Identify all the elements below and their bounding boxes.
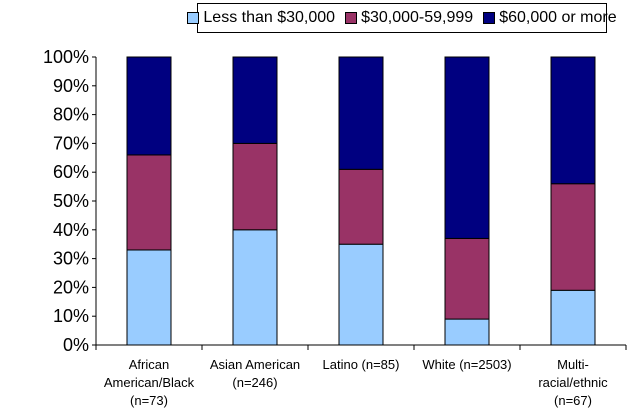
chart-axes: 0% 10% 20% 30% 40% 50% 60% 70% 80% 90% 100% xyxy=(43,47,627,355)
x-tick-label: racial/ethnic xyxy=(538,375,608,390)
x-tick-label: American/Black xyxy=(104,375,195,390)
legend-label-low-income: Less than $30,000 xyxy=(203,9,336,26)
chart-bars xyxy=(126,56,596,346)
legend-swatch-mid-income xyxy=(345,12,358,24)
bar-segment-2 xyxy=(126,154,172,251)
y-tick-label: 70% xyxy=(53,133,89,153)
bar-segment-3 xyxy=(550,56,596,185)
y-tick-label: 0% xyxy=(63,335,89,355)
bar-segment-1 xyxy=(444,318,490,346)
y-tick-label: 30% xyxy=(53,249,89,269)
bar-segment-1 xyxy=(338,243,384,346)
y-tick-label: 100% xyxy=(43,47,89,67)
x-tick-label: (n=246) xyxy=(232,375,277,390)
x-tick-label: (n=73) xyxy=(130,393,168,408)
y-tick-label: 20% xyxy=(53,277,89,297)
y-tick-label: 50% xyxy=(53,191,89,211)
bar-segment-3 xyxy=(126,56,172,156)
y-tick-label: 90% xyxy=(53,76,89,96)
x-axis-labels: African American/Black (n=73) Asian America… xyxy=(104,357,608,408)
legend-label-mid-income: $30,000-59,999 xyxy=(361,9,474,26)
bar-segment-3 xyxy=(232,56,278,144)
y-tick-label: 10% xyxy=(53,306,89,326)
x-tick-label: African xyxy=(129,357,169,372)
bar-segment-2 xyxy=(232,142,278,231)
legend-swatch-low-income xyxy=(187,12,200,24)
bar-segment-2 xyxy=(444,237,490,320)
legend-item-low-income: Less than $30,000 xyxy=(187,9,335,27)
legend-swatch-high-income xyxy=(483,12,496,24)
x-tick-label: White (n=2503) xyxy=(422,357,511,372)
x-tick-label: Asian American xyxy=(210,357,300,372)
chart-legend: Less than $30,000 $30,000-59,999 $60,000… xyxy=(187,3,617,33)
x-tick-label: Latino (n=85) xyxy=(323,357,400,372)
x-tick-label: (n=67) xyxy=(554,393,592,408)
bar-segment-3 xyxy=(444,56,490,239)
y-tick-label: 60% xyxy=(53,162,89,182)
x-tick-label: Multi- xyxy=(557,357,589,372)
legend-item-mid-income: $30,000-59,999 xyxy=(345,9,473,27)
bar-segment-2 xyxy=(338,168,384,245)
bar-segment-3 xyxy=(338,56,384,170)
bar-segment-1 xyxy=(550,289,596,346)
legend-label-high-income: $60,000 or more xyxy=(499,9,617,26)
bar-segment-1 xyxy=(126,249,172,346)
y-tick-label: 80% xyxy=(53,105,89,125)
bar-segment-2 xyxy=(550,183,596,291)
legend-item-high-income: $60,000 or more xyxy=(483,9,617,27)
bar-segment-1 xyxy=(232,229,278,346)
y-tick-label: 40% xyxy=(53,220,89,240)
